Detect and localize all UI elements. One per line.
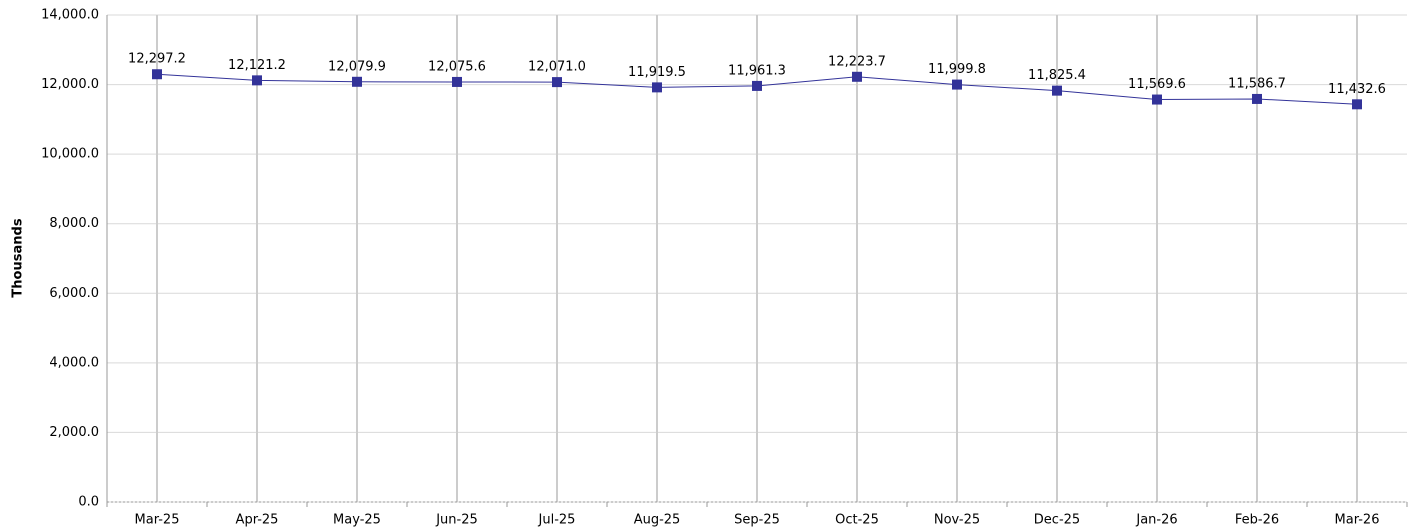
marker [452, 76, 462, 87]
x-tick-label: Dec-25 [1034, 513, 1080, 528]
marker [552, 77, 562, 88]
y-tick-label: 8,000.0 [49, 216, 99, 231]
x-tick-label: Mar-26 [1335, 513, 1380, 528]
x-tick-label: Jul-25 [538, 513, 576, 528]
marker [1352, 99, 1362, 110]
x-tick-label: Aug-25 [634, 513, 681, 528]
y-tick-label: 2,000.0 [49, 425, 99, 440]
marker [752, 80, 762, 91]
value-label: 11,569.6 [1128, 77, 1186, 92]
value-label: 11,961.3 [728, 63, 786, 78]
value-label: 12,075.6 [428, 59, 486, 74]
x-tick-label: Jan-26 [1135, 513, 1177, 528]
value-label: 11,586.7 [1228, 76, 1286, 91]
value-label: 11,432.6 [1328, 82, 1386, 97]
x-tick-label: Mar-25 [135, 513, 180, 528]
y-tick-label: 10,000.0 [41, 147, 99, 162]
value-label: 11,825.4 [1028, 68, 1086, 83]
y-tick-label: 4,000.0 [49, 355, 99, 370]
value-label: 12,223.7 [828, 54, 886, 69]
marker [852, 71, 862, 82]
x-tick-label: Jun-25 [435, 513, 478, 528]
value-label: 11,999.8 [928, 62, 986, 77]
x-tick-label: Apr-25 [236, 513, 279, 528]
x-tick-label: Feb-26 [1235, 513, 1279, 528]
y-axis-label: Thousands [11, 218, 26, 297]
y-tick-label: 12,000.0 [41, 77, 99, 92]
marker [1052, 85, 1062, 96]
marker [1152, 94, 1162, 105]
value-label: 12,121.2 [228, 58, 286, 73]
marker [652, 82, 662, 93]
marker [252, 75, 262, 86]
value-label: 12,071.0 [528, 60, 586, 75]
x-tick-label: May-25 [333, 513, 381, 528]
value-label: 11,919.5 [628, 65, 686, 80]
y-tick-label: 0.0 [78, 495, 99, 510]
value-label: 12,297.2 [128, 52, 186, 67]
x-tick-label: Oct-25 [835, 513, 879, 528]
x-tick-label: Sep-25 [734, 513, 780, 528]
marker [352, 76, 362, 87]
marker [952, 79, 962, 90]
value-label: 12,079.9 [328, 59, 386, 74]
y-tick-label: 6,000.0 [49, 286, 99, 301]
y-tick-label: 14,000.0 [41, 8, 99, 23]
x-tick-label: Nov-25 [934, 513, 980, 528]
marker [1252, 93, 1262, 104]
marker [152, 69, 162, 80]
